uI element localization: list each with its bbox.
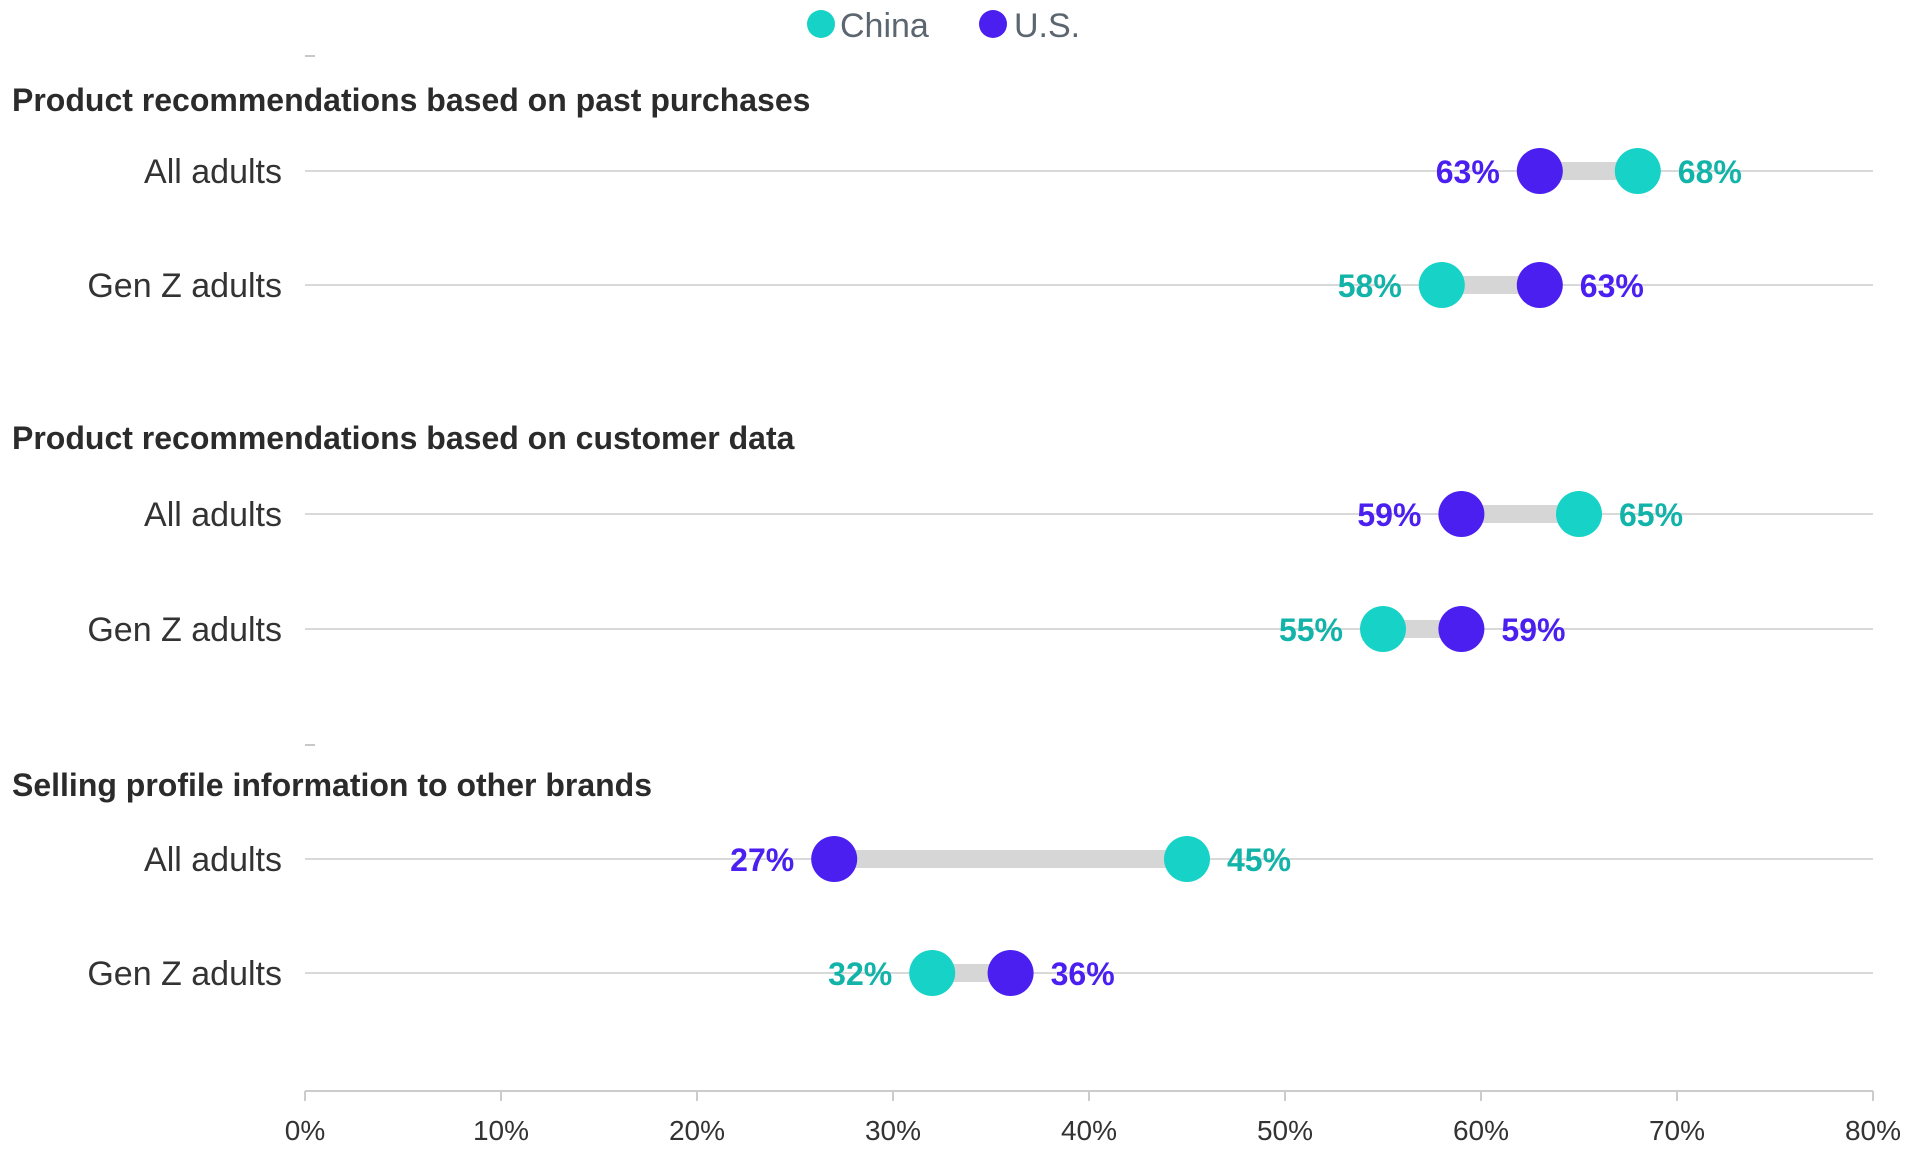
china-value-label: 68%: [1678, 154, 1742, 190]
x-tick-label: 10%: [473, 1115, 529, 1146]
row-label: All adults: [144, 841, 282, 879]
x-axis: 0% 10% 20% 30% 40% 50% 60% 70% 80%: [285, 1090, 1901, 1146]
us-point: [811, 836, 858, 882]
us-point: [987, 950, 1034, 996]
legend-us-label: U.S.: [1014, 7, 1080, 45]
group-title: Selling profile information to other bra…: [12, 767, 652, 803]
china-value-label: 45%: [1227, 842, 1291, 878]
chart-groups: Product recommendations based on past pu…: [12, 55, 1873, 996]
x-tick-label: 80%: [1845, 1115, 1901, 1146]
row-label: All adults: [144, 496, 282, 534]
us-point: [1516, 262, 1563, 308]
china-point: [1360, 606, 1406, 652]
x-tick-label: 40%: [1061, 1115, 1117, 1146]
x-tick-label: 60%: [1453, 1115, 1509, 1146]
chart-group: Product recommendations based on custome…: [12, 420, 1873, 652]
us-value-label: 36%: [1051, 956, 1115, 992]
x-tick-label: 0%: [285, 1115, 325, 1146]
x-tick-label: 30%: [865, 1115, 921, 1146]
china-point: [1614, 148, 1661, 194]
legend: China U.S.: [807, 7, 1080, 45]
group-title: Product recommendations based on past pu…: [12, 82, 810, 118]
row-label: Gen Z adults: [87, 611, 282, 649]
china-value-label: 32%: [828, 956, 892, 992]
chart-row: Gen Z adults 58% 63%: [87, 262, 1873, 308]
us-point: [1438, 606, 1485, 652]
x-tick-label: 50%: [1257, 1115, 1313, 1146]
group-title: Product recommendations based on custome…: [12, 420, 795, 456]
row-label: Gen Z adults: [87, 955, 282, 993]
chart-row: All adults 45% 27%: [144, 836, 1873, 882]
chart-group: Selling profile information to other bra…: [12, 767, 1873, 996]
china-value-label: 65%: [1619, 497, 1683, 533]
row-label: All adults: [144, 153, 282, 191]
us-value-label: 59%: [1357, 497, 1421, 533]
us-value-label: 63%: [1436, 154, 1500, 190]
china-value-label: 58%: [1338, 268, 1402, 304]
us-point: [1516, 148, 1563, 194]
china-point: [1556, 491, 1602, 537]
china-point: [1164, 836, 1210, 882]
us-value-label: 27%: [730, 842, 794, 878]
china-value-label: 55%: [1279, 612, 1343, 648]
chart-row: Gen Z adults 55% 59%: [87, 606, 1873, 652]
x-tick-label: 70%: [1649, 1115, 1705, 1146]
row-label: Gen Z adults: [87, 267, 282, 305]
legend-china-marker: [807, 10, 835, 38]
us-value-label: 63%: [1580, 268, 1644, 304]
chart-group: Product recommendations based on past pu…: [12, 82, 1873, 308]
legend-china-label: China: [840, 7, 929, 45]
china-point: [1418, 262, 1465, 308]
chart-row: All adults 68% 63%: [144, 148, 1873, 194]
x-tick-label: 20%: [669, 1115, 725, 1146]
legend-us-marker: [979, 10, 1007, 38]
chart-row: Gen Z adults 32% 36%: [87, 950, 1873, 996]
us-value-label: 59%: [1501, 612, 1565, 648]
us-point: [1438, 491, 1485, 537]
china-point: [909, 950, 956, 996]
chart-row: All adults 65% 59%: [144, 491, 1873, 537]
